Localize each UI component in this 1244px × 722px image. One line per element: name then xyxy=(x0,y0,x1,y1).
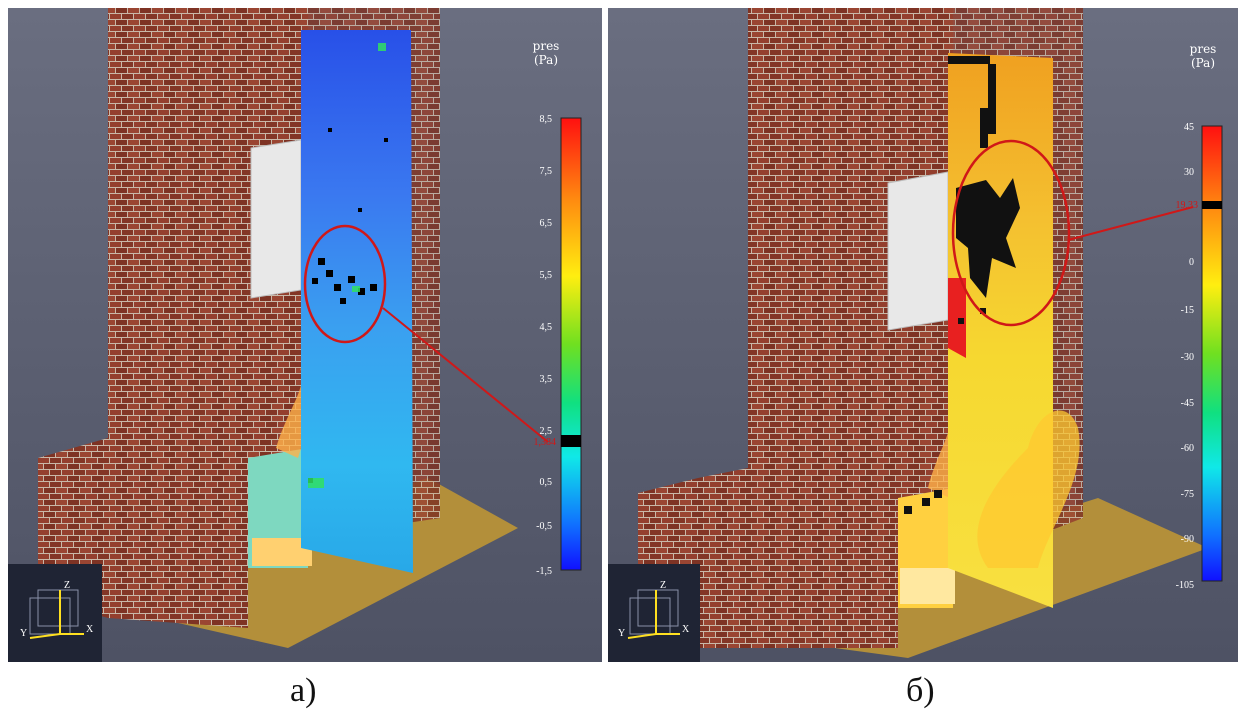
tick-label: 30 xyxy=(1184,167,1194,178)
colorbar-title: pres xyxy=(1190,42,1217,56)
tick-label: -0,5 xyxy=(536,521,552,532)
caption-a: a) xyxy=(290,672,317,709)
tick-label: -90 xyxy=(1181,534,1194,545)
tick-label: 6,5 xyxy=(540,218,553,229)
annotation-line xyxy=(382,307,549,443)
fire-glow xyxy=(900,568,955,604)
axis-z-label: Z xyxy=(64,580,70,591)
tick-label: -75 xyxy=(1181,489,1194,500)
tick-label: -45 xyxy=(1181,398,1194,409)
tick-label: 7,5 xyxy=(540,166,553,177)
axis-y-label: Y xyxy=(20,628,27,639)
door-panel xyxy=(250,139,302,299)
tick-label: 5,5 xyxy=(540,270,553,281)
colorbar-unit: (Pa) xyxy=(534,53,558,67)
axis-z-label: Z xyxy=(660,580,666,591)
scene-a: pres (Pa) 1,384 8,5 7,5 6,5 5,5 4,5 3,5 … xyxy=(8,8,602,662)
caption-b: б) xyxy=(906,672,935,709)
colorbar-title: pres xyxy=(533,39,560,53)
annotation-circle[interactable] xyxy=(951,139,1071,327)
marker-label: 1,384 xyxy=(534,437,557,448)
door-panel xyxy=(887,171,949,331)
firebox-dark-cells xyxy=(904,490,942,514)
chimney-wall xyxy=(698,8,953,648)
colorbar xyxy=(560,117,582,571)
tick-label: 4,5 xyxy=(540,322,553,333)
tick-label: 0 xyxy=(1189,257,1194,268)
smoke-plume xyxy=(977,410,1080,568)
axis-x-label: X xyxy=(682,624,690,635)
axes-gizmo[interactable]: Z X Y xyxy=(608,564,700,662)
tick-label: -30 xyxy=(1181,352,1194,363)
axes-gizmo[interactable]: Z X Y xyxy=(8,564,102,662)
tick-label: -15 xyxy=(1181,305,1194,316)
tick-label: 8,5 xyxy=(540,114,553,125)
tick-label: -1,5 xyxy=(536,566,552,577)
panel-a: pres (Pa) 1,384 8,5 7,5 6,5 5,5 4,5 3,5 … xyxy=(8,8,602,662)
tick-label: 0,5 xyxy=(540,477,553,488)
colorbar-marker xyxy=(561,435,581,447)
pressure-slice xyxy=(301,30,413,573)
colorbar-marker xyxy=(1202,201,1222,209)
slice-dark-cells xyxy=(948,56,1020,324)
tick-label: -105 xyxy=(1176,580,1194,591)
scene-b: pres (Pa) 19,33 45 30 0 -15 -30 -45 -60 … xyxy=(608,8,1238,662)
slice-red-region xyxy=(948,278,966,358)
annotation-circle[interactable] xyxy=(303,224,387,344)
tick-label: 2,5 xyxy=(540,426,553,437)
axis-x-label: X xyxy=(86,624,94,635)
tick-label: 45 xyxy=(1184,122,1194,133)
annotation-line xyxy=(1067,206,1194,241)
panel-b: pres (Pa) 19,33 45 30 0 -15 -30 -45 -60 … xyxy=(608,8,1238,662)
slice-green-cells xyxy=(308,43,386,488)
marker-label: 19,33 xyxy=(1176,200,1199,211)
colorbar-unit: (Pa) xyxy=(1191,56,1215,70)
tick-label: 3,5 xyxy=(540,374,553,385)
tick-label: -60 xyxy=(1181,443,1194,454)
colorbar xyxy=(1201,125,1223,582)
axis-y-label: Y xyxy=(618,628,625,639)
